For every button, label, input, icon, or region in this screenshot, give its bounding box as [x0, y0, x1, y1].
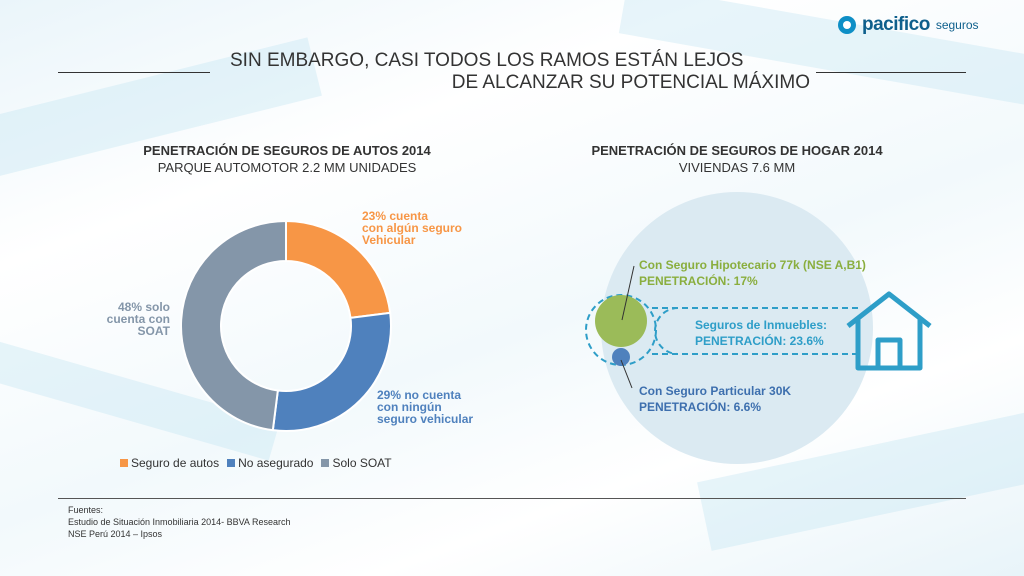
autos-chart-legend: Seguro de autos No asegurado Solo SOAT	[120, 456, 392, 470]
sources-heading: Fuentes:	[68, 505, 104, 515]
page-title-line1: SIN EMBARGO, CASI TODOS LOS RAMOS ESTÁN …	[230, 50, 744, 71]
particular-label: Con Seguro Particular 30K PENETRACIÓN: 6…	[639, 383, 791, 415]
legend-swatch-blue	[227, 459, 236, 467]
inmuebles-dashed-callout	[652, 307, 860, 355]
legend-swatch-orange	[120, 459, 128, 467]
legend-item-no-asegurado: No asegurado	[227, 456, 313, 470]
footer-rule	[58, 498, 966, 499]
source-item: Estudio de Situación Inmobiliaria 2014- …	[68, 517, 291, 527]
logo-mark-icon	[838, 16, 856, 34]
hipotecario-bubble	[595, 295, 647, 347]
donut-label-soat: 48% solo cuenta con SOAT	[90, 301, 170, 337]
hipotecario-pointer	[621, 265, 635, 321]
autos-donut-chart	[180, 219, 392, 432]
donut-slice-no-asegurado	[271, 311, 392, 432]
donut-label-autos-line2: con algún seguro	[362, 221, 463, 235]
hogar-diagram	[585, 192, 932, 464]
inmuebles-label-title: Seguros de Inmuebles:	[695, 318, 828, 332]
inmuebles-label: Seguros de Inmuebles: PENETRACIÓN: 23.6%	[695, 317, 827, 349]
inmuebles-label-detail: PENETRACIÓN: 23.6%	[695, 334, 824, 348]
legend-item-autos: Seguro de autos	[120, 456, 219, 470]
hogar-chart-subtitle: VIVIENDAS 7.6 MM	[678, 160, 796, 175]
donut-label-soat-line1: 48% solo	[117, 300, 170, 314]
title-rule-right	[816, 72, 966, 73]
page-title-line2: DE ALCANZAR SU POTENCIAL MÁXIMO	[451, 72, 810, 93]
brand-sub: seguros	[935, 18, 979, 32]
autos-chart-title: PENETRACIÓN DE SEGUROS DE AUTOS 2014	[143, 143, 431, 158]
particular-label-title: Con Seguro Particular 30K	[639, 384, 792, 398]
sources: Fuentes: Estudio de Situación Inmobiliar…	[68, 504, 290, 540]
hipotecario-label-title: Con Seguro Hipotecario 77k (NSE A,B1)	[639, 258, 866, 272]
donut-label-autos: 23% cuenta con algún seguro Vehicular	[362, 210, 462, 246]
brand-name: pacifico	[862, 14, 930, 35]
donut-label-no-asegurado: 29% no cuenta con ningún seguro vehicula…	[377, 389, 473, 425]
donut-label-soat-line3: SOAT	[137, 324, 170, 338]
hipotecario-label: Con Seguro Hipotecario 77k (NSE A,B1) PE…	[639, 257, 866, 289]
donut-label-no-asegurado-line3: seguro vehicular	[377, 412, 474, 426]
legend-label: Seguro de autos	[131, 456, 220, 470]
donut-label-autos-line1: 23% cuenta	[362, 209, 429, 223]
donut-slice-soat	[180, 219, 287, 432]
particular-bubble	[612, 348, 630, 366]
hogar-chart-title: PENETRACIÓN DE SEGUROS DE HOGAR 2014	[591, 143, 883, 158]
autos-chart-subtitle: PARQUE AUTOMOTOR 2.2 MM UNIDADES	[157, 160, 417, 175]
particular-label-detail: PENETRACIÓN: 6.6%	[639, 400, 762, 414]
page-title: SIN EMBARGO, CASI TODOS LOS RAMOS ESTÁN …	[214, 50, 810, 94]
donut-label-soat-line2: cuenta con	[106, 312, 170, 326]
donut-label-autos-line3: Vehicular	[362, 233, 416, 247]
autos-chart-heading: PENETRACIÓN DE SEGUROS DE AUTOS 2014 PAR…	[80, 142, 494, 176]
hipotecario-label-detail: PENETRACIÓN: 17%	[639, 274, 758, 288]
particular-pointer	[620, 359, 633, 389]
source-item: NSE Perú 2014 – Ipsos	[68, 529, 163, 539]
legend-item-soat: Solo SOAT	[321, 456, 392, 470]
viviendas-circle	[601, 192, 873, 464]
donut-label-no-asegurado-line2: con ningún	[377, 400, 442, 414]
donut-label-no-asegurado-line1: 29% no cuenta	[377, 388, 462, 402]
hogar-chart-heading: PENETRACIÓN DE SEGUROS DE HOGAR 2014 VIV…	[540, 142, 934, 176]
brand-logo: pacifico seguros	[838, 14, 979, 36]
house-icon	[846, 291, 932, 371]
legend-label: No asegurado	[238, 456, 314, 470]
legend-label: Solo SOAT	[332, 456, 392, 470]
legend-swatch-gray	[321, 459, 330, 467]
title-rule-left	[58, 72, 210, 73]
